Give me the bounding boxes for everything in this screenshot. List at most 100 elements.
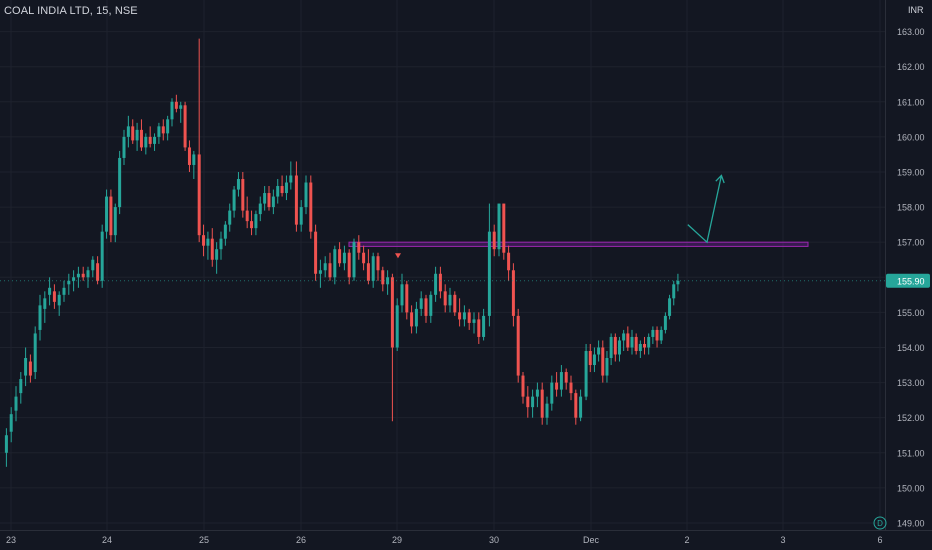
candle-body: [613, 336, 617, 355]
candle: [502, 203, 506, 260]
candle: [153, 133, 157, 151]
last-price-marker: 155.90: [0, 273, 930, 288]
candle-body: [263, 193, 267, 204]
candle: [458, 298, 462, 327]
candle: [622, 329, 626, 351]
candle-body: [371, 256, 375, 281]
time-tick-label: 2: [684, 535, 689, 545]
candle: [663, 312, 667, 334]
candle-body: [605, 358, 609, 376]
candle: [617, 336, 621, 362]
candle: [14, 386, 18, 422]
candle: [328, 252, 332, 281]
candle: [33, 326, 37, 380]
candle-body: [67, 280, 71, 285]
candle-body: [617, 340, 621, 355]
candle: [507, 245, 511, 281]
candle: [453, 291, 457, 316]
candle-body: [405, 284, 409, 313]
candle-body: [81, 273, 85, 278]
candle-body: [626, 333, 630, 348]
candle-body: [338, 249, 342, 264]
candle: [57, 291, 61, 316]
candle-body: [655, 329, 659, 341]
candle-body: [122, 136, 126, 158]
candle-body: [161, 126, 165, 134]
candle-body: [38, 305, 42, 330]
candle: [342, 245, 346, 271]
projection-arrow-line: [687, 175, 723, 244]
candle-body: [414, 308, 418, 327]
candle-body: [206, 238, 210, 246]
candle: [569, 375, 573, 401]
candle-body: [333, 249, 337, 278]
candle-body: [245, 210, 249, 222]
candle-body: [659, 329, 663, 341]
candle-body: [588, 350, 592, 366]
candle-body: [467, 312, 471, 323]
time-tick-label: 30: [489, 535, 499, 545]
candle: [535, 382, 539, 408]
candle: [228, 203, 232, 232]
resistance-zone-box: [348, 241, 809, 247]
candle: [179, 101, 183, 123]
candle-body: [540, 389, 544, 418]
candle: [250, 210, 254, 236]
candle-body: [559, 372, 563, 390]
candle: [258, 196, 262, 222]
time-tick-label: 26: [296, 535, 306, 545]
projection-arrow[interactable]: [687, 174, 725, 244]
candle-body: [497, 203, 501, 250]
candle: [294, 161, 298, 232]
candle-body: [202, 235, 206, 246]
candle-body: [492, 231, 496, 250]
candle-body: [434, 273, 438, 295]
candle-body: [43, 298, 47, 309]
last-price-label: 155.90: [897, 276, 925, 286]
price-tick-label: 151.00: [897, 448, 925, 458]
candle-body: [381, 270, 385, 285]
candle-body: [33, 333, 37, 373]
candle-body: [157, 126, 161, 137]
candle: [333, 245, 337, 285]
candle-body: [376, 256, 380, 271]
candle: [521, 372, 525, 404]
candle-body: [352, 242, 356, 278]
candle-body: [487, 231, 491, 316]
candle-body: [651, 329, 655, 337]
time-tick-label: 3: [780, 535, 785, 545]
time-tick-label: Dec: [583, 535, 600, 545]
candle: [24, 347, 28, 387]
candle: [584, 343, 588, 401]
price-tick-label: 163.00: [897, 27, 925, 37]
resistance-zone[interactable]: [348, 241, 809, 247]
candle: [323, 256, 327, 278]
candle: [4, 428, 8, 467]
candle-body: [462, 312, 466, 320]
candle: [659, 326, 663, 344]
candle-body: [267, 193, 271, 208]
candle: [438, 266, 442, 299]
price-axis[interactable]: 149.00 150.00 151.00 152.00 153.00 154.00 155.…: [885, 0, 925, 530]
candle-body: [668, 298, 672, 316]
chart-marks: D: [395, 253, 887, 530]
candle-body: [323, 263, 327, 271]
candle-body: [241, 179, 245, 211]
candle: [210, 228, 214, 267]
candle: [314, 224, 318, 281]
candle: [559, 365, 563, 397]
candle-body: [139, 129, 143, 148]
candle: [630, 329, 634, 355]
candle-body: [215, 249, 219, 260]
candle: [28, 354, 32, 383]
candle-body: [153, 136, 157, 144]
candle-body: [118, 157, 122, 208]
candle: [276, 179, 280, 204]
candle-body: [601, 347, 605, 376]
candle: [526, 386, 530, 418]
candle: [144, 133, 148, 155]
time-axis[interactable]: 23 24 25 26 29 30 Dec 2 3 6: [0, 530, 932, 546]
candle-body: [223, 224, 227, 239]
candle-body: [57, 294, 61, 306]
